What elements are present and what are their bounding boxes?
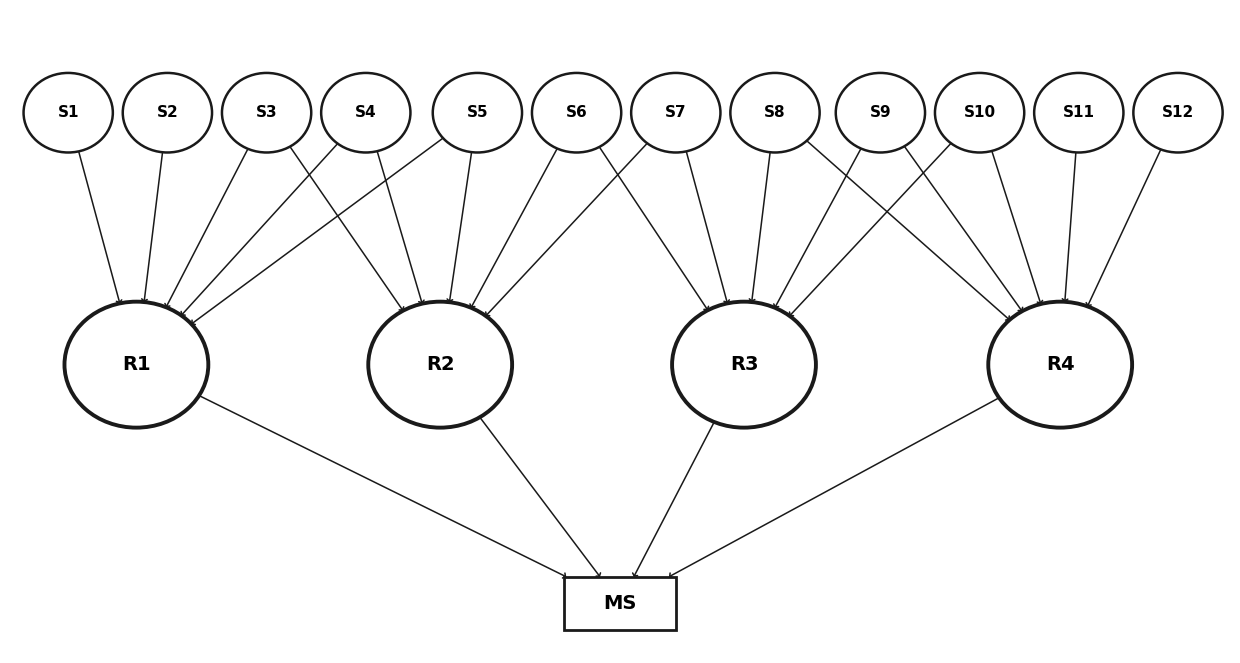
Text: S4: S4 (355, 105, 377, 120)
Ellipse shape (935, 73, 1024, 152)
Text: S2: S2 (156, 105, 179, 120)
Ellipse shape (672, 302, 816, 428)
Ellipse shape (222, 73, 311, 152)
Ellipse shape (321, 73, 410, 152)
Text: R3: R3 (730, 355, 758, 374)
Ellipse shape (64, 302, 208, 428)
Text: S9: S9 (869, 105, 892, 120)
Ellipse shape (368, 302, 512, 428)
Ellipse shape (836, 73, 925, 152)
Text: R2: R2 (425, 355, 455, 374)
Text: MS: MS (604, 594, 636, 613)
Text: S10: S10 (963, 105, 996, 120)
Text: S8: S8 (764, 105, 786, 120)
Text: R1: R1 (122, 355, 151, 374)
Text: S7: S7 (665, 105, 687, 120)
Text: S1: S1 (57, 105, 79, 120)
Ellipse shape (730, 73, 820, 152)
Ellipse shape (1034, 73, 1123, 152)
Ellipse shape (988, 302, 1132, 428)
Ellipse shape (123, 73, 212, 152)
Bar (564, 577, 676, 630)
Ellipse shape (24, 73, 113, 152)
Text: S3: S3 (255, 105, 278, 120)
Ellipse shape (631, 73, 720, 152)
Ellipse shape (433, 73, 522, 152)
Text: S11: S11 (1063, 105, 1095, 120)
Ellipse shape (532, 73, 621, 152)
Text: S6: S6 (565, 105, 588, 120)
Text: S5: S5 (466, 105, 489, 120)
Text: S12: S12 (1162, 105, 1194, 120)
Text: R4: R4 (1045, 355, 1075, 374)
Ellipse shape (1133, 73, 1223, 152)
